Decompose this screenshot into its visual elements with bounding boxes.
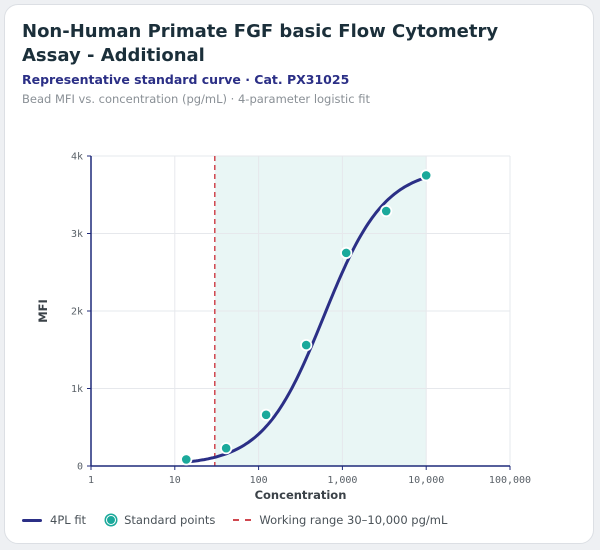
standard-point bbox=[180, 453, 193, 466]
legend-fit-label: 4PL fit bbox=[50, 513, 87, 527]
chart-legend: 4PL fit Standard points Working range 30… bbox=[22, 510, 465, 530]
legend-fit-swatch bbox=[22, 518, 42, 522]
y-axis-title: MFI bbox=[36, 299, 50, 323]
legend-range-swatch bbox=[233, 519, 252, 521]
y-tick-label: 1k bbox=[71, 384, 83, 395]
legend-item-fit: 4PL fit bbox=[22, 513, 86, 527]
standard-point bbox=[340, 246, 353, 259]
legend-range-label: Working range 30–10,000 pg/mL bbox=[259, 513, 448, 527]
x-tick-label: 100,000 bbox=[489, 475, 531, 486]
y-tick-label: 0 bbox=[77, 462, 83, 473]
standard-point bbox=[260, 408, 273, 421]
standard-point bbox=[220, 442, 233, 455]
x-tick-label: 1 bbox=[88, 475, 94, 486]
standard-point bbox=[420, 169, 433, 182]
chart-caption: Bead MFI vs. concentration (pg/mL) · 4-p… bbox=[22, 92, 370, 106]
chart-title: Non-Human Primate FGF basic Flow Cytomet… bbox=[22, 21, 499, 66]
standard-point bbox=[380, 204, 393, 218]
legend-points-label: Standard points bbox=[124, 513, 216, 527]
chart-subtitle: Representative standard curve · Cat. PX3… bbox=[22, 72, 350, 87]
x-tick-label: 10 bbox=[169, 475, 181, 486]
x-tick-label: 10,000 bbox=[408, 475, 444, 486]
x-tick-label: 100 bbox=[250, 475, 268, 486]
legend-item-range: Working range 30–10,000 pg/mL bbox=[233, 513, 447, 527]
standard-point bbox=[300, 338, 313, 352]
x-tick-label: 1,000 bbox=[327, 475, 357, 486]
x-axis-title: Concentration bbox=[255, 488, 347, 502]
y-tick-label: 2k bbox=[71, 307, 83, 318]
y-tick-label: 4k bbox=[71, 152, 83, 163]
y-tick-label: 3k bbox=[71, 229, 83, 240]
legend-points-swatch bbox=[104, 513, 118, 527]
legend-item-points: Standard points bbox=[104, 513, 215, 527]
